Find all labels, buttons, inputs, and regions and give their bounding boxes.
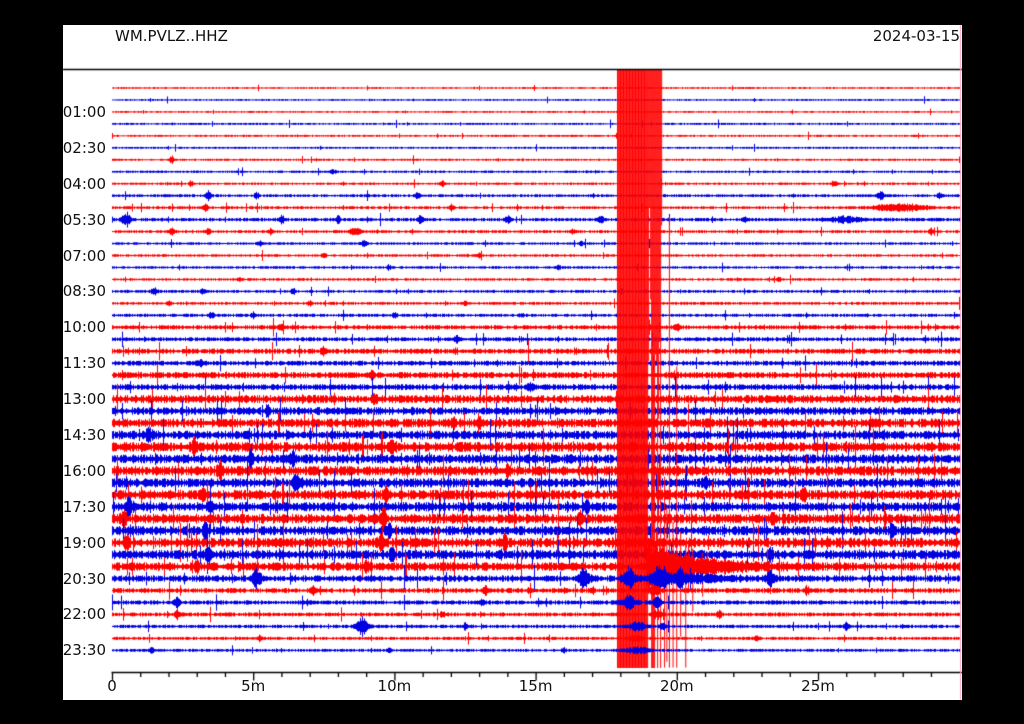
page: { "header": { "title": "WM.PVLZ..HHZ", "… — [0, 0, 1024, 724]
helicorder-canvas — [0, 0, 1024, 724]
